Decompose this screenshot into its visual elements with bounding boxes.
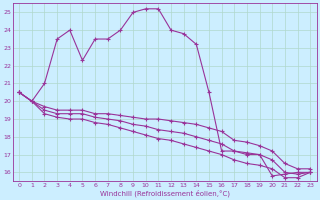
X-axis label: Windchill (Refroidissement éolien,°C): Windchill (Refroidissement éolien,°C) [100,189,230,197]
